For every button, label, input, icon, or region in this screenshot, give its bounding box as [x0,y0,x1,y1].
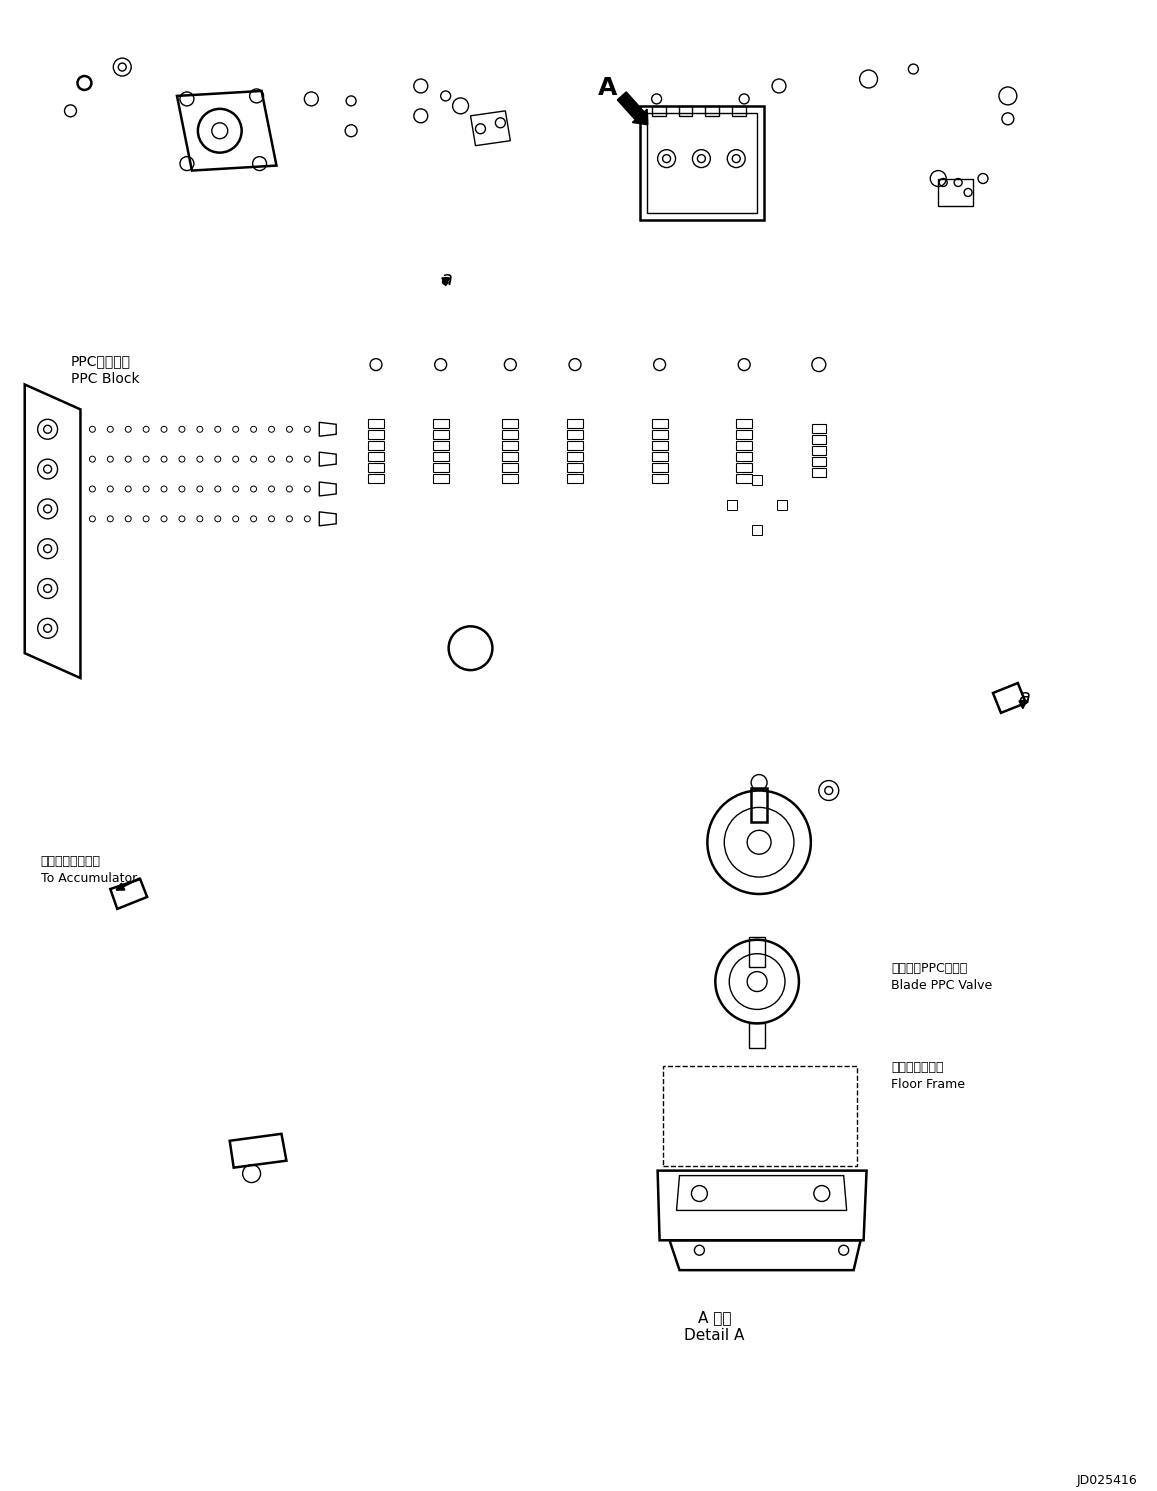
Circle shape [44,584,52,592]
Bar [651,464,668,473]
Bar [502,431,518,440]
Text: PPCブロック: PPCブロック [71,355,131,368]
Text: Blade PPC Valve: Blade PPC Valve [891,978,993,992]
Circle shape [44,544,52,553]
Bar [736,464,752,473]
Text: JD025416: JD025416 [1076,1475,1137,1487]
Text: To Accumulator: To Accumulator [40,872,137,886]
Bar [433,464,449,473]
Text: ブレードPPCバルブ: ブレードPPCバルブ [891,962,967,975]
Text: a: a [441,270,452,289]
Bar [812,425,826,434]
FancyArrow shape [618,92,648,125]
Bar [752,476,762,485]
Bar [651,431,668,440]
Bar [651,474,668,483]
Bar [651,441,668,450]
Bar [812,458,826,467]
Bar [663,1066,856,1166]
Text: Floor Frame: Floor Frame [891,1078,965,1091]
Bar [812,446,826,455]
Bar [433,431,449,440]
Text: a: a [1018,687,1030,707]
Bar [732,106,746,116]
Bar [433,419,449,428]
Bar [368,474,384,483]
Bar [736,419,752,428]
Bar [433,441,449,450]
Bar [651,419,668,428]
Text: A: A [598,76,618,100]
Bar [502,419,518,428]
Bar [368,452,384,461]
Bar [750,936,765,966]
Bar [433,452,449,461]
Bar [433,474,449,483]
Bar [812,468,826,477]
Bar [736,431,752,440]
Bar [736,474,752,483]
Bar [567,441,583,450]
Bar [502,441,518,450]
Bar [751,787,767,823]
Bar [567,474,583,483]
Bar [752,525,762,535]
Circle shape [44,505,52,513]
Bar [368,419,384,428]
Bar [728,499,737,510]
Bar [651,452,668,461]
Bar [567,431,583,440]
Text: PPC Block: PPC Block [71,371,139,386]
Bar [502,452,518,461]
Bar [567,464,583,473]
Bar [651,106,665,116]
Bar [647,113,757,213]
Bar [938,179,973,206]
Bar [736,441,752,450]
Bar [706,106,720,116]
Text: アキュムレータへ: アキュムレータへ [40,856,101,868]
Bar [368,441,384,450]
Bar [368,464,384,473]
Text: フロアフレーム: フロアフレーム [891,1062,944,1074]
Bar [502,464,518,473]
Bar [778,499,787,510]
Bar [812,435,826,444]
Circle shape [44,625,52,632]
Bar [567,452,583,461]
Bar [736,452,752,461]
Bar [567,419,583,428]
Circle shape [44,465,52,473]
Bar [640,106,764,221]
Bar [368,431,384,440]
Bar [678,106,692,116]
Bar [750,1023,765,1048]
Circle shape [44,425,52,434]
Bar [502,474,518,483]
Text: Detail A: Detail A [684,1328,744,1343]
Text: A 詳細: A 詳細 [698,1311,731,1325]
